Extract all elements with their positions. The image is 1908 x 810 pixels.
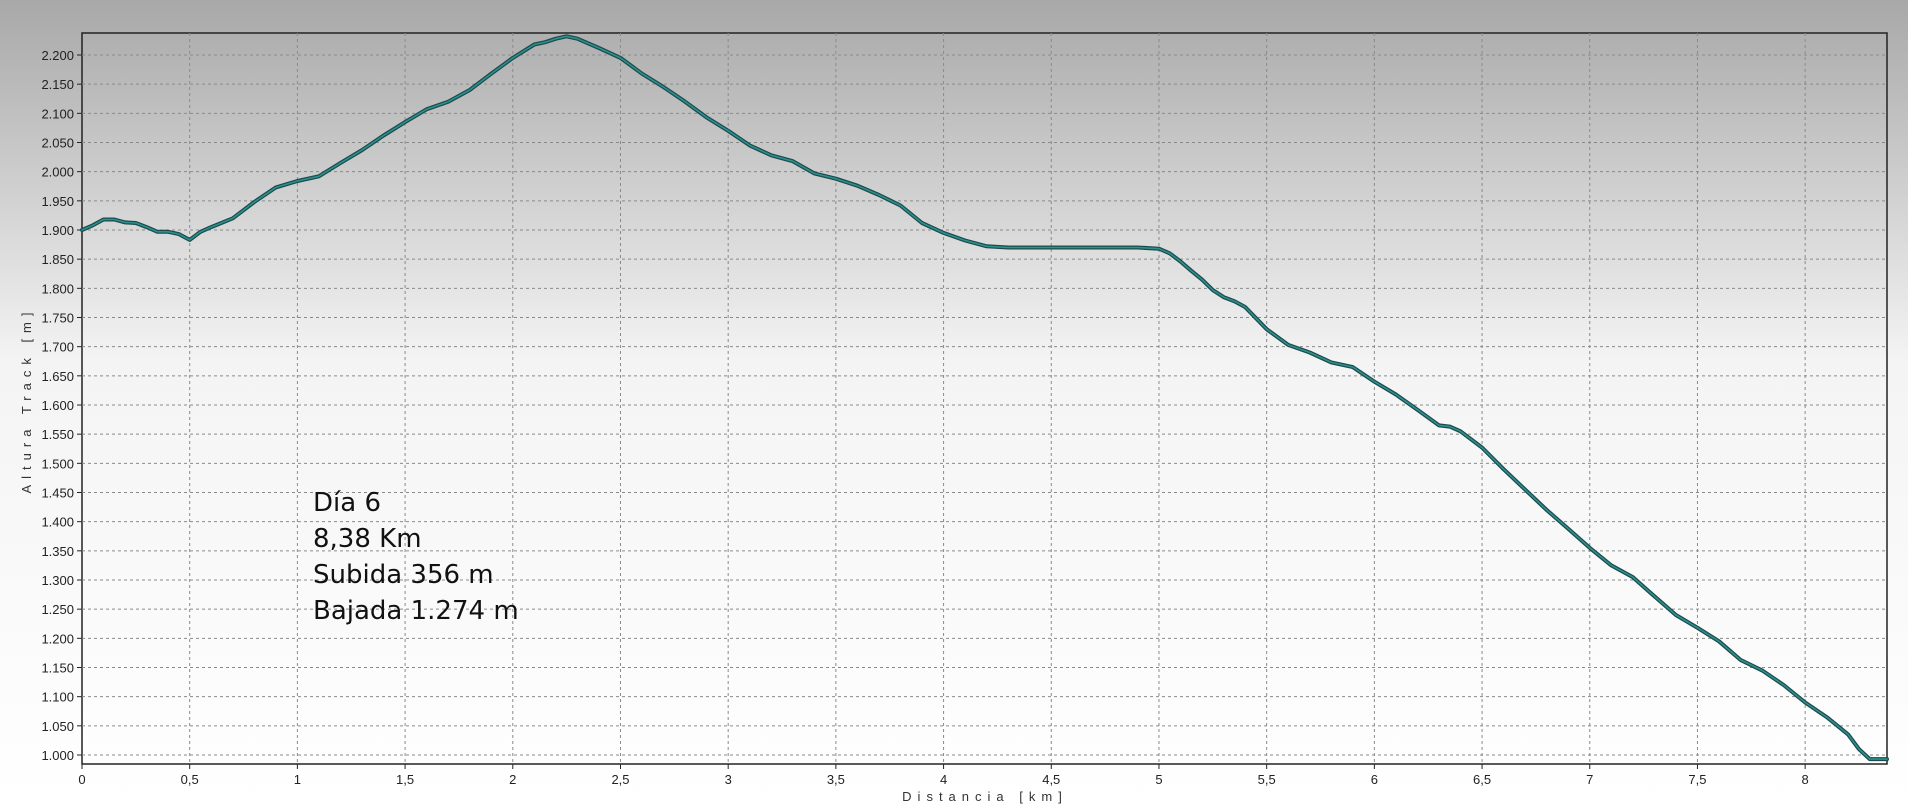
y-tick-label: 1.800	[41, 281, 74, 296]
y-tick-label: 1.050	[41, 719, 74, 734]
annotation-distance: 8,38 Km	[313, 524, 422, 554]
y-tick-label: 1.300	[41, 573, 74, 588]
y-tick-label: 1.250	[41, 602, 74, 617]
y-tick-label: 1.500	[41, 456, 74, 471]
x-axis-title: Distancia [km]	[902, 789, 1068, 804]
plot-area	[81, 32, 1888, 765]
series-line	[81, 35, 1888, 760]
x-axis-ticks: 0 0,5 1 1,5 2 2,5 3 3,5 4 4,5 5 5,5 6 6,5 7 7,5 8	[78, 764, 1809, 787]
x-tick-label: 1,5	[396, 772, 414, 787]
y-tick-label: 1.150	[41, 661, 74, 676]
annotation-day: Día 6	[313, 488, 381, 518]
y-tick-label: 1.600	[41, 398, 74, 413]
y-tick-label: 1.950	[41, 194, 74, 209]
annotation-descent: Bajada 1.274 m	[313, 596, 519, 626]
x-tick-label: 6	[1371, 772, 1378, 787]
x-tick-label: 2,5	[611, 772, 629, 787]
y-tick-label: 1.700	[41, 340, 74, 355]
x-tick-label: 4	[940, 772, 947, 787]
y-tick-label: 1.200	[41, 631, 74, 646]
x-tick-label: 1	[294, 772, 301, 787]
y-tick-label: 1.450	[41, 486, 74, 501]
x-tick-label: 0	[78, 772, 85, 787]
x-tick-label: 7,5	[1688, 772, 1706, 787]
x-tick-label: 4,5	[1042, 772, 1060, 787]
y-tick-label: 2.100	[41, 106, 74, 121]
grid-lines	[82, 33, 1887, 764]
x-tick-label: 7	[1586, 772, 1593, 787]
y-axis-ticks: 1.000 1.050 1.100 1.150 1.200 1.250 1.300 1.350…	[41, 48, 82, 763]
y-tick-label: 1.100	[41, 690, 74, 705]
y-tick-label: 1.900	[41, 223, 74, 238]
y-tick-label: 2.000	[41, 165, 74, 180]
y-tick-label: 1.400	[41, 515, 74, 530]
y-tick-label: 2.050	[41, 136, 74, 151]
y-tick-label: 2.150	[41, 77, 74, 92]
x-tick-label: 2	[509, 772, 516, 787]
x-tick-label: 3,5	[827, 772, 845, 787]
y-axis-title: Altura Track [m]	[19, 306, 34, 493]
y-tick-label: 2.200	[41, 48, 74, 63]
x-tick-label: 5,5	[1258, 772, 1276, 787]
y-tick-label: 1.650	[41, 369, 74, 384]
x-tick-label: 8	[1802, 772, 1809, 787]
x-tick-label: 0,5	[181, 772, 199, 787]
y-tick-label: 1.850	[41, 252, 74, 267]
y-tick-label: 1.000	[41, 748, 74, 763]
annotation-ascent: Subida 356 m	[313, 560, 494, 590]
x-tick-label: 3	[725, 772, 732, 787]
x-tick-label: 5	[1155, 772, 1162, 787]
y-tick-label: 1.550	[41, 427, 74, 442]
x-tick-label: 6,5	[1473, 772, 1491, 787]
y-tick-label: 1.350	[41, 544, 74, 559]
annotation-box: Día 6 8,38 Km Subida 356 m Bajada 1.274 …	[313, 488, 519, 626]
series-layer	[80, 34, 1889, 762]
y-tick-label: 1.750	[41, 311, 74, 326]
